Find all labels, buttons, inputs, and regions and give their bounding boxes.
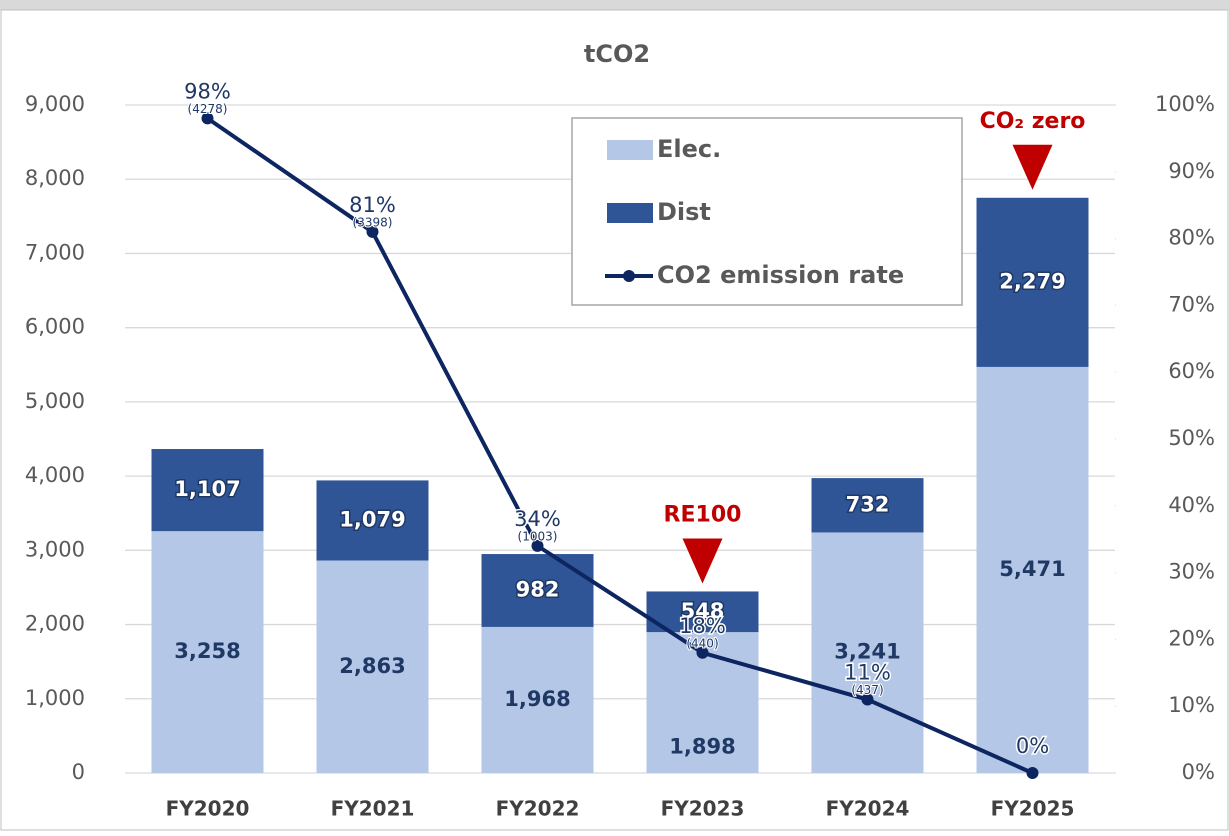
bar-segment — [976, 197, 1089, 367]
line-point — [861, 693, 874, 706]
bar-value-label: 982 — [516, 577, 560, 601]
bar-value-label: 1,079 — [339, 507, 405, 531]
line-note-label: (4278) — [188, 102, 228, 116]
line-value-label: 81% — [349, 193, 396, 217]
legend-label: CO2 emission rate — [657, 261, 904, 289]
bar-value-label: 2,279 — [999, 269, 1065, 293]
x-tick-label: FY2022 — [496, 797, 580, 821]
y2-tick-label: 20% — [1168, 626, 1215, 650]
x-tick-label: FY2024 — [826, 797, 910, 821]
y-tick-label: 2,000 — [25, 612, 85, 636]
y2-tick-label: 40% — [1168, 493, 1215, 517]
legend: Elec. Dist CO2 emission rate — [571, 117, 963, 306]
y2-tick-label: 80% — [1168, 226, 1215, 250]
top-strip — [0, 0, 1229, 10]
y-tick-label: 9,000 — [25, 92, 85, 116]
bar-value-label: 3,258 — [174, 639, 240, 663]
line-layer — [201, 112, 1039, 779]
line-point — [696, 646, 709, 659]
line-value-label: 18% — [679, 614, 726, 638]
y-tick-label: 0 — [72, 760, 85, 784]
bar-segment — [811, 478, 924, 533]
y2-tick-label: 0% — [1182, 760, 1215, 784]
y-tick-label: 1,000 — [25, 686, 85, 710]
bar-segment — [151, 531, 264, 773]
x-tick-label: FY2025 — [991, 797, 1075, 821]
bar-value-label: 1,898 — [669, 735, 735, 759]
bar-segment — [481, 554, 594, 627]
bar-segment — [316, 480, 429, 561]
line-value-label: 98% — [184, 79, 231, 103]
legend-marker — [623, 270, 635, 282]
bar-value-label: 1,968 — [504, 687, 570, 711]
legend-swatch — [607, 203, 653, 223]
y-tick-label: 6,000 — [25, 315, 85, 339]
legend-swatch — [607, 140, 653, 160]
line-point — [366, 225, 379, 238]
y-tick-label: 3,000 — [25, 537, 85, 561]
bar-value-label: 1,107 — [174, 477, 240, 501]
annotation: CO₂ zero — [980, 109, 1086, 134]
bar-segment — [976, 366, 1089, 773]
annotation-arrow — [1012, 144, 1053, 190]
line-point — [201, 112, 214, 125]
labels: FY2020 FY2021 FY2022 FY2023 FY2024 FY2025 3,25… — [166, 78, 1086, 821]
y2-tick-label: 10% — [1168, 693, 1215, 717]
legend-label: Elec. — [657, 135, 721, 163]
line-value-label: 34% — [514, 507, 561, 531]
annotation-arrow — [682, 538, 723, 584]
y2-tick-label: 100% — [1155, 92, 1215, 116]
y-tick-label: 8,000 — [25, 166, 85, 190]
x-tick-label: FY2023 — [661, 797, 745, 821]
line-note-label: (440) — [686, 636, 718, 650]
bars — [151, 197, 1089, 773]
bar-segment — [151, 449, 264, 532]
line-note-label: (1003) — [518, 529, 558, 543]
legend-label: Dist — [657, 198, 711, 226]
bar-segment — [646, 591, 759, 633]
bar-value-label: 5,471 — [999, 557, 1065, 581]
line-note-label: (3398) — [353, 215, 393, 229]
y-tick-label: 5,000 — [25, 389, 85, 413]
y2-tick-label: 30% — [1168, 560, 1215, 584]
bar-value-label: 548 — [681, 599, 725, 623]
line-note-label: (437) — [851, 683, 883, 697]
line-point — [1026, 767, 1039, 779]
y-tick-label: 4,000 — [25, 463, 85, 487]
bar-value-label: 2,863 — [339, 654, 405, 678]
chart-title: tCO2 — [584, 40, 650, 68]
y2-tick-label: 60% — [1168, 359, 1215, 383]
bar-value-label: 732 — [846, 492, 890, 516]
y2-tick-label: 70% — [1168, 292, 1215, 316]
bar-segment — [481, 626, 594, 773]
y-tick-label: 7,000 — [25, 240, 85, 264]
bar-value-label: 3,241 — [834, 640, 900, 664]
bar-segment — [811, 532, 924, 773]
line — [206, 116, 1034, 775]
line-value-label: 11% — [844, 661, 891, 685]
bar-segment — [316, 560, 429, 773]
x-tick-label: FY2021 — [331, 797, 415, 821]
y2-tick-label: 50% — [1168, 426, 1215, 450]
x-tick-label: FY2020 — [166, 797, 250, 821]
annotation: RE100 — [664, 502, 742, 527]
line-point — [531, 539, 544, 552]
line-value-label: 0% — [1016, 734, 1049, 758]
y2-tick-label: 90% — [1168, 159, 1215, 183]
